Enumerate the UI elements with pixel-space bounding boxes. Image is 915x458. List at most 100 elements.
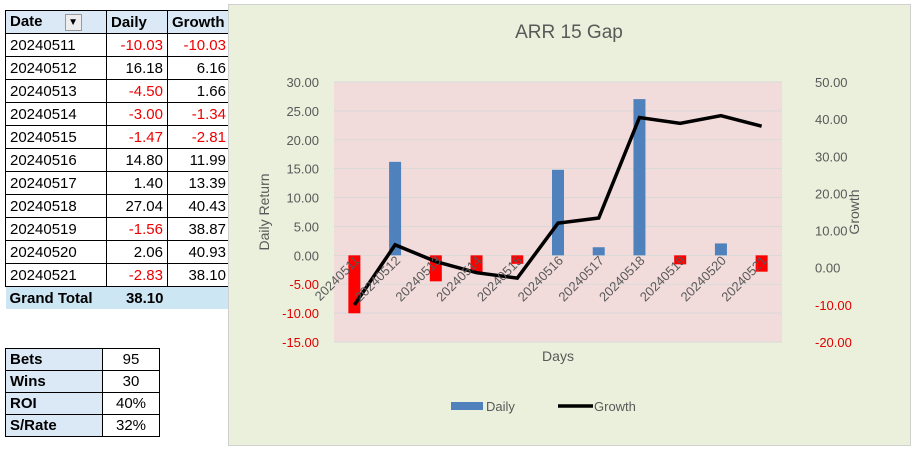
growth-line[interactable] (352, 113, 763, 306)
table-row: 20240517 1.40 13.39 (5, 171, 231, 195)
combo-chart[interactable]: 30.00 25.00 20.00 15.00 10.00 5.00 0.00 -5.00 -1… (228, 4, 911, 446)
cell-daily: -4.50 (106, 79, 168, 103)
y-tick: 5.00 (294, 219, 319, 234)
table-row: 20240520 2.06 40.93 (5, 240, 231, 264)
cell-growth: 38.87 (167, 217, 231, 241)
x-axis-title: Days (542, 348, 574, 364)
grand-total-empty (167, 286, 231, 309)
stat-label: Wins (5, 370, 103, 393)
cell-date: 20240515 (5, 125, 107, 149)
cell-date: 20240517 (5, 171, 107, 195)
cell-growth: 38.10 (167, 263, 231, 287)
y-tick: -5.00 (289, 277, 319, 292)
cell-growth: 40.43 (167, 194, 231, 218)
header-date[interactable]: Date ▼ (5, 10, 107, 34)
cell-daily: -10.03 (106, 33, 168, 57)
y-tick: 25.00 (286, 104, 319, 119)
grand-total-value: 38.10 (106, 286, 168, 309)
bar[interactable] (470, 255, 483, 273)
grand-total-label: Grand Total (5, 286, 107, 309)
bar[interactable] (674, 255, 687, 265)
cell-daily: -1.56 (106, 217, 168, 241)
stat-value: 30 (102, 370, 160, 393)
cell-growth: 13.39 (167, 171, 231, 195)
stat-value: 32% (102, 414, 160, 437)
cell-growth: 40.93 (167, 240, 231, 264)
header-growth: Growth (167, 10, 231, 34)
chart-canvas: 30.00 25.00 20.00 15.00 10.00 5.00 0.00 -5.00 -1… (256, 22, 862, 414)
table-row: 20240521 -2.83 38.10 (5, 263, 231, 287)
table-row: 20240515 -1.47 -2.81 (5, 125, 231, 149)
table-row: 20240512 16.18 6.16 (5, 56, 231, 80)
cell-daily: 27.04 (106, 194, 168, 218)
stat-value: 95 (102, 348, 160, 371)
stat-row: Bets 95 (5, 348, 160, 371)
y-tick: 10.00 (286, 191, 319, 206)
y-tick: 30.00 (286, 75, 319, 90)
y2-tick: 10.00 (815, 224, 848, 239)
cell-date: 20240521 (5, 263, 107, 287)
bar[interactable] (592, 247, 605, 256)
header-daily: Daily (106, 10, 168, 34)
y-tick: -10.00 (282, 306, 319, 321)
stat-value: 40% (102, 392, 160, 415)
stat-label: Bets (5, 348, 103, 371)
table-row: 20240513 -4.50 1.66 (5, 79, 231, 103)
stat-label: S/Rate (5, 414, 103, 437)
bar[interactable] (389, 161, 402, 256)
chart-title: ARR 15 Gap (515, 22, 623, 43)
cell-growth: -1.34 (167, 102, 231, 126)
table-row: 20240518 27.04 40.43 (5, 194, 231, 218)
cell-daily: -1.47 (106, 125, 168, 149)
cell-date: 20240520 (5, 240, 107, 264)
legend-daily-swatch (451, 402, 483, 410)
table-row: 20240516 14.80 11.99 (5, 148, 231, 172)
cell-daily: 2.06 (106, 240, 168, 264)
y2-axis-title: Growth (846, 189, 862, 234)
cell-date: 20240519 (5, 217, 107, 241)
cell-date: 20240513 (5, 79, 107, 103)
cell-daily: 16.18 (106, 56, 168, 80)
stat-label: ROI (5, 392, 103, 415)
cell-growth: -2.81 (167, 125, 231, 149)
y-axis-title: Daily Return (256, 173, 272, 250)
table-row: 20240511 -10.03 -10.03 (5, 33, 231, 57)
table-row: 20240514 -3.00 -1.34 (5, 102, 231, 126)
cell-daily: 1.40 (106, 171, 168, 195)
stat-row: Wins 30 (5, 370, 160, 393)
cell-date: 20240516 (5, 148, 107, 172)
table-row: 20240519 -1.56 38.87 (5, 217, 231, 241)
cell-growth: -10.03 (167, 33, 231, 57)
bar[interactable] (633, 99, 646, 256)
bar[interactable] (511, 255, 524, 264)
y-tick: 20.00 (286, 133, 319, 148)
y2-tick: -10.00 (815, 298, 852, 313)
cell-date: 20240512 (5, 56, 107, 80)
bar[interactable] (552, 169, 564, 256)
cell-daily: -2.83 (106, 263, 168, 287)
filter-icon[interactable]: ▼ (64, 13, 82, 31)
grand-total-row: Grand Total 38.10 (5, 286, 231, 309)
cell-growth: 1.66 (167, 79, 231, 103)
cell-daily: 14.80 (106, 148, 168, 172)
bar[interactable] (755, 255, 768, 272)
y2-tick: 30.00 (815, 149, 848, 164)
stats-table: Bets 95 Wins 30 ROI 40% S/Rate 32% (5, 348, 160, 437)
legend-growth-label[interactable]: Growth (594, 399, 636, 414)
cell-growth: 11.99 (167, 148, 231, 172)
cell-date: 20240514 (5, 102, 107, 126)
legend-daily-label[interactable]: Daily (486, 399, 515, 414)
y2-tick: -20.00 (815, 335, 852, 350)
cell-date: 20240518 (5, 194, 107, 218)
y2-tick: 20.00 (815, 186, 848, 201)
cell-daily: -3.00 (106, 102, 168, 126)
y-tick: -15.00 (282, 335, 319, 350)
y-tick: 0.00 (294, 248, 319, 263)
bar[interactable] (714, 243, 727, 256)
y-tick: 15.00 (286, 162, 319, 177)
y2-tick: 50.00 (815, 75, 848, 90)
stat-row: S/Rate 32% (5, 414, 160, 437)
stat-row: ROI 40% (5, 392, 160, 415)
cell-date: 20240511 (5, 33, 107, 57)
y2-tick: 0.00 (815, 261, 840, 276)
